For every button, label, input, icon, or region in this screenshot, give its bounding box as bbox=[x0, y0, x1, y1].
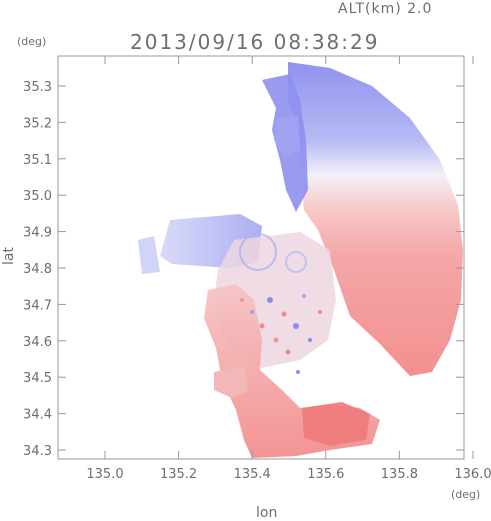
echo-west-speckle bbox=[138, 236, 160, 274]
y-tick-label: 34.8 bbox=[23, 262, 52, 277]
y-tick-label: 35.3 bbox=[23, 80, 52, 95]
x-axis-unit: (deg) bbox=[451, 488, 481, 501]
echo-southeast-core bbox=[302, 402, 370, 446]
y-axis-unit: (deg) bbox=[17, 35, 47, 48]
plot-frame bbox=[57, 55, 465, 460]
y-axis-ticks: 35.3 35.2 35.1 35.0 34.9 34.8 34.7 34.6 34.5 34.4… bbox=[23, 80, 464, 459]
x-axis-label: lon bbox=[256, 505, 278, 521]
x-axis-ticks: 135.0 135.2 135.4 135.6 135.8 136.0 bbox=[86, 56, 491, 482]
echo-ring-2 bbox=[285, 251, 307, 273]
timestamp-title: 2013/09/16 08:38:29 bbox=[130, 30, 380, 54]
echo-north-blue-small bbox=[274, 116, 300, 158]
x-tick-label: 135.8 bbox=[381, 467, 418, 482]
y-tick-label: 35.0 bbox=[23, 189, 52, 204]
y-tick-label: 34.4 bbox=[23, 408, 52, 423]
x-tick-label: 135.6 bbox=[307, 467, 344, 482]
y-tick-label: 35.2 bbox=[23, 116, 52, 131]
x-tick-label: 135.0 bbox=[86, 467, 123, 482]
echo-speckle bbox=[240, 294, 322, 374]
x-tick-label: 135.2 bbox=[160, 467, 197, 482]
radar-echo bbox=[138, 62, 463, 458]
x-tick-label: 136.0 bbox=[454, 467, 491, 482]
y-tick-label: 34.7 bbox=[23, 298, 52, 313]
altitude-label: ALT(km) 2.0 bbox=[338, 1, 433, 17]
y-tick-label: 34.5 bbox=[23, 371, 52, 386]
echo-southwest bbox=[214, 366, 248, 398]
echo-east-sector bbox=[288, 62, 463, 376]
y-tick-label: 35.1 bbox=[23, 153, 52, 168]
echo-ring bbox=[239, 233, 277, 271]
y-tick-label: 34.3 bbox=[23, 444, 52, 459]
y-tick-label: 34.9 bbox=[23, 226, 52, 241]
x-tick-label: 135.4 bbox=[234, 467, 271, 482]
y-tick-label: 34.6 bbox=[23, 335, 52, 350]
